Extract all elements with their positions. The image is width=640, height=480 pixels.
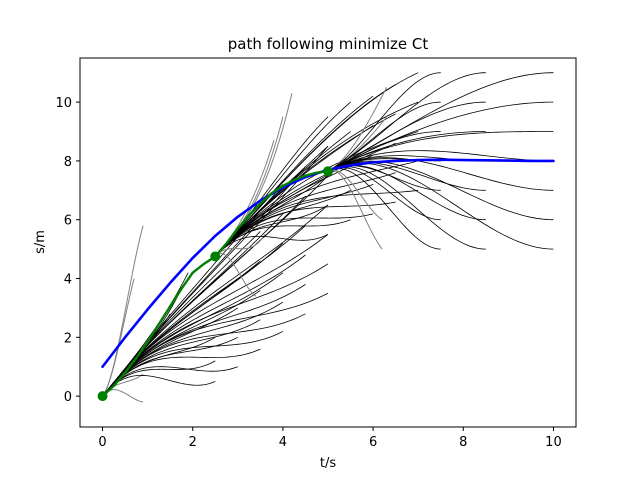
x-tick-label: 0 [98,435,106,450]
discarded-trajectory [327,87,388,172]
chart-title: path following minimize Ct [228,35,429,53]
candidate-trajectory [214,189,419,257]
axis-ticks: 0 2 4 6 8 10 0 2 4 6 8 10 [55,57,577,450]
candidate-trajectory [102,292,329,397]
candidate-trajectory [102,313,306,397]
axes-frame [79,57,577,428]
candidate-trajectory [327,72,554,172]
x-tick-label: 6 [369,435,377,450]
discarded-trajectory [214,253,257,297]
candidate-trajectory [327,167,441,221]
candidate-trajectory [327,131,554,172]
candidate-trajectory [102,366,238,397]
candidate-trajectory [102,375,216,397]
y-axis-label: s/m [33,230,48,254]
candidate-trajectory [214,234,329,257]
candidate-trajectory [214,213,374,257]
candidate-trajectory [327,150,554,172]
waypoint-marker [97,391,108,402]
y-tick-label: 4 [64,273,72,288]
waypoint-marker [210,251,221,262]
candidate-trajectory [327,101,554,172]
x-axis-label: t/s [320,456,336,471]
discarded-trajectory [214,234,266,257]
plot-area [97,72,555,403]
x-tick-label: 4 [279,435,287,450]
x-tick-label: 8 [459,435,467,450]
y-tick-label: 10 [55,96,72,111]
candidate-trajectory [102,234,329,397]
y-tick-label: 6 [64,214,72,229]
discarded-trajectory [327,169,383,250]
waypoint-marker [323,166,333,177]
candidate-trajectory [327,72,486,172]
y-tick-label: 8 [64,155,72,170]
candidate-trajectory [102,263,329,397]
candidate-trajectory [214,201,396,257]
candidate-trajectory [102,331,284,397]
discarded-trajectory [327,169,383,221]
candidate-trajectory [214,219,351,257]
candidate-trajectory [102,360,216,397]
x-tick-label: 10 [545,435,562,450]
x-tick-label: 2 [189,435,197,450]
candidate-trajectory [214,101,419,257]
candidate-trajectory [327,168,441,250]
candidate-trajectory [327,160,554,221]
candidate-trajectory [214,160,419,257]
candidate-trajectory [327,166,486,250]
candidate-trajectory [327,72,441,172]
candidate-trajectory [327,157,554,191]
candidate-trajectory [102,348,261,397]
y-tick-label: 2 [64,331,72,346]
y-tick-label: 0 [64,390,72,405]
